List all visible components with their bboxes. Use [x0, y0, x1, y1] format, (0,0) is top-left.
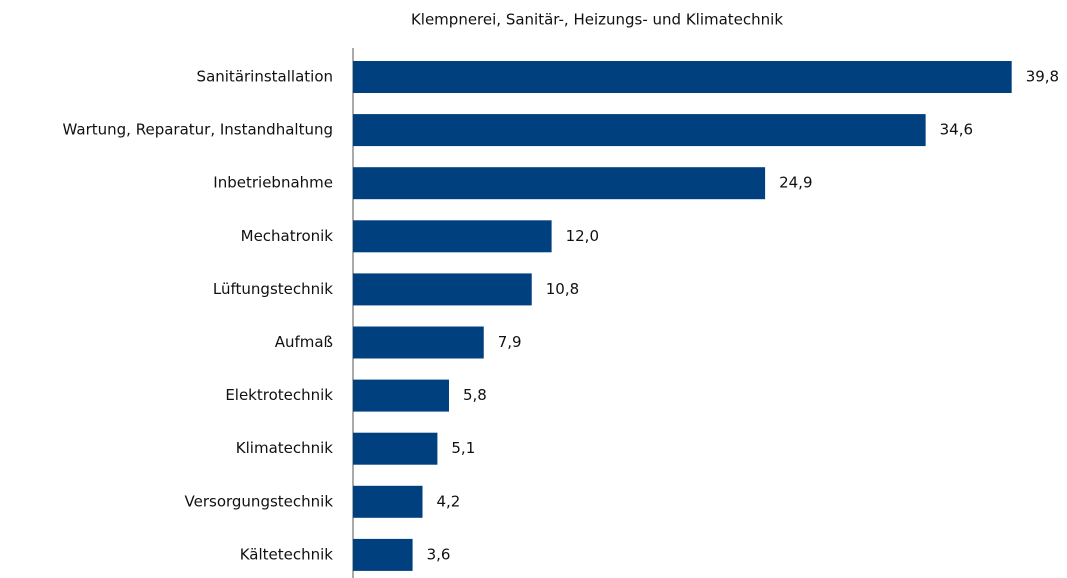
value-label: 7,9 — [498, 333, 522, 351]
bar — [353, 273, 532, 306]
y-tick-label: Kältetechnik — [240, 545, 334, 563]
y-tick-label: Klimatechnik — [236, 439, 334, 457]
y-tick-label: Aufmaß — [275, 333, 333, 351]
y-tick-label: Sanitärinstallation — [197, 68, 333, 86]
y-tick-label: Elektrotechnik — [225, 386, 333, 404]
chart-title: Klempnerei, Sanitär-, Heizungs- und Klim… — [411, 11, 783, 29]
y-tick-label: Versorgungstechnik — [185, 492, 334, 510]
value-label: 5,1 — [451, 439, 475, 457]
bar — [353, 379, 449, 412]
value-label: 3,6 — [427, 545, 451, 563]
y-tick-label: Wartung, Reparatur, Instandhaltung — [63, 121, 333, 139]
bar — [353, 114, 926, 147]
bar — [353, 538, 413, 571]
bar — [353, 220, 552, 253]
y-tick-label: Mechatronik — [241, 227, 334, 245]
bar — [353, 326, 484, 359]
value-label: 10,8 — [546, 280, 579, 298]
bar — [353, 167, 766, 200]
value-label: 12,0 — [566, 227, 599, 245]
bar — [353, 61, 1012, 93]
value-label: 34,6 — [940, 121, 973, 139]
y-tick-label: Inbetriebnahme — [213, 174, 333, 192]
value-label: 5,8 — [463, 386, 487, 404]
value-label: 4,2 — [437, 492, 461, 510]
bar — [353, 432, 438, 465]
value-label: 24,9 — [779, 174, 812, 192]
y-tick-label: Lüftungstechnik — [213, 280, 333, 298]
bar — [353, 485, 423, 518]
value-label: 39,8 — [1026, 68, 1059, 86]
